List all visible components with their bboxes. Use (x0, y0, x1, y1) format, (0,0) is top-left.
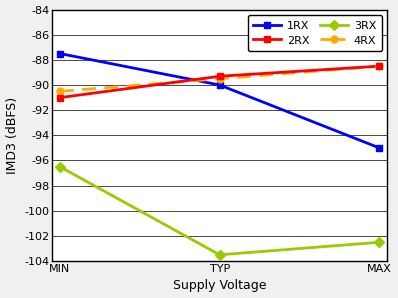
2RX (58, 96, 62, 100)
Line: 2RX: 2RX (57, 63, 383, 101)
4RX (377, 64, 382, 68)
2RX (217, 74, 222, 78)
X-axis label: Supply Voltage: Supply Voltage (173, 280, 266, 292)
Y-axis label: IMD3 (dBFS): IMD3 (dBFS) (6, 97, 19, 174)
3RX (58, 165, 62, 169)
4RX (217, 77, 222, 80)
2RX (377, 64, 382, 68)
Legend: 1RX, 2RX, 3RX, 4RX: 1RX, 2RX, 3RX, 4RX (248, 15, 382, 51)
Line: 1RX: 1RX (57, 50, 383, 151)
1RX (217, 83, 222, 87)
Line: 3RX: 3RX (57, 163, 383, 258)
4RX (58, 89, 62, 93)
3RX (377, 240, 382, 244)
Line: 4RX: 4RX (57, 63, 383, 95)
1RX (377, 146, 382, 150)
3RX (217, 253, 222, 257)
1RX (58, 52, 62, 55)
